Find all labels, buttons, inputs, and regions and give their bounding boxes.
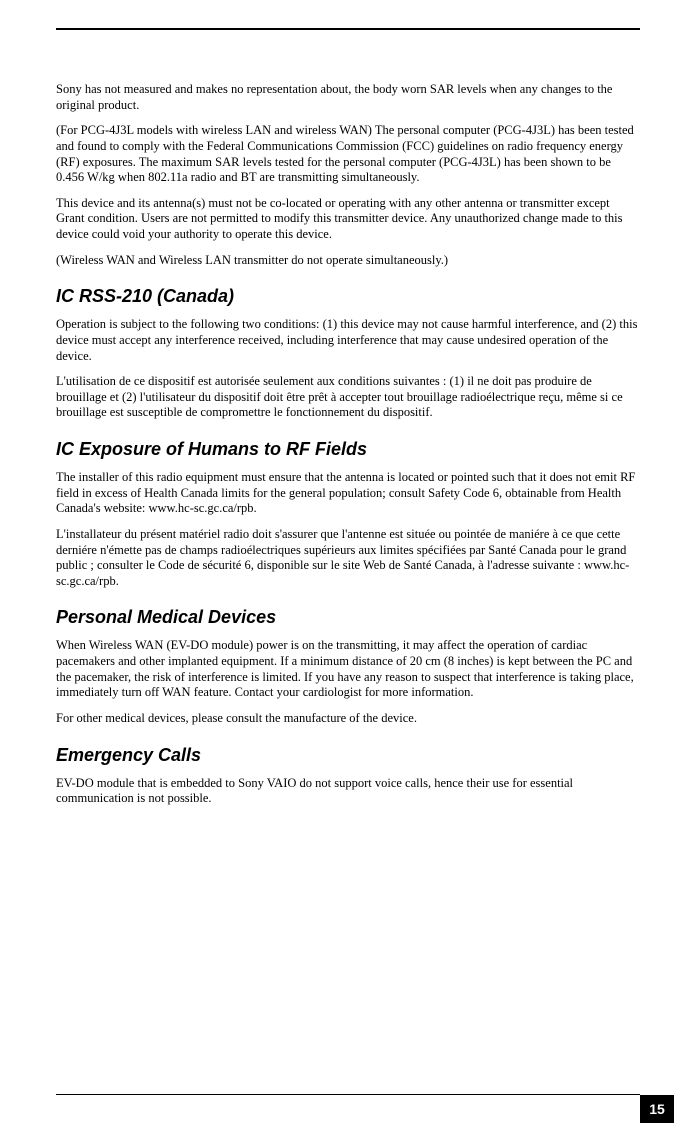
page-number: 15 (640, 1095, 674, 1123)
bottom-rule (56, 1094, 640, 1095)
paragraph: When Wireless WAN (EV-DO module) power i… (56, 638, 640, 701)
page-content: Sony has not measured and makes no repre… (56, 82, 640, 817)
paragraph: The installer of this radio equipment mu… (56, 470, 640, 517)
heading-personal-medical: Personal Medical Devices (56, 607, 640, 628)
paragraph: Sony has not measured and makes no repre… (56, 82, 640, 113)
paragraph: (For PCG-4J3L models with wireless LAN a… (56, 123, 640, 186)
heading-ic-exposure: IC Exposure of Humans to RF Fields (56, 439, 640, 460)
paragraph: EV-DO module that is embedded to Sony VA… (56, 776, 640, 807)
paragraph: For other medical devices, please consul… (56, 711, 640, 727)
paragraph: L'utilisation de ce dispositif est autor… (56, 374, 640, 421)
heading-ic-rss-210: IC RSS-210 (Canada) (56, 286, 640, 307)
paragraph: (Wireless WAN and Wireless LAN transmitt… (56, 253, 640, 269)
top-rule (56, 28, 640, 30)
paragraph: L'installateur du présent matériel radio… (56, 527, 640, 590)
paragraph: This device and its antenna(s) must not … (56, 196, 640, 243)
paragraph: Operation is subject to the following tw… (56, 317, 640, 364)
heading-emergency-calls: Emergency Calls (56, 745, 640, 766)
